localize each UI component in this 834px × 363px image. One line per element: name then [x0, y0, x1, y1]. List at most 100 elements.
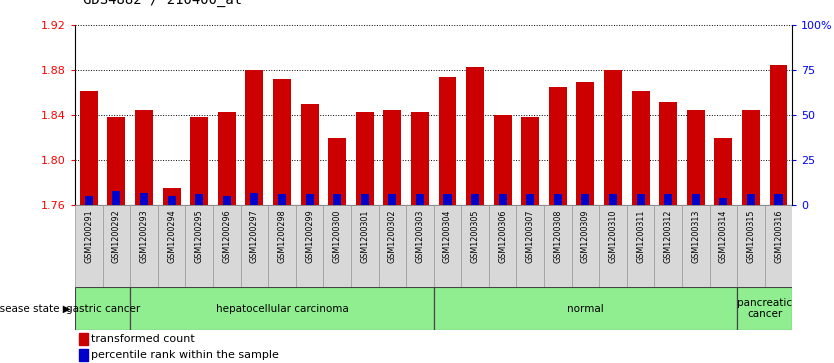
Bar — [140, 192, 148, 205]
Bar — [158, 205, 185, 287]
Text: GSM1200298: GSM1200298 — [278, 209, 286, 263]
Text: transformed count: transformed count — [91, 334, 195, 344]
Text: GSM1200308: GSM1200308 — [553, 209, 562, 262]
Text: hepatocellular carcinoma: hepatocellular carcinoma — [215, 303, 349, 314]
Bar — [333, 194, 341, 205]
Text: GSM1200302: GSM1200302 — [388, 209, 397, 263]
Bar — [195, 194, 203, 205]
Bar — [80, 90, 98, 205]
Bar — [719, 198, 727, 205]
Text: GSM1200296: GSM1200296 — [223, 209, 231, 263]
Bar — [305, 194, 314, 205]
Text: GSM1200304: GSM1200304 — [443, 209, 452, 262]
Bar — [324, 205, 351, 287]
Text: GSM1200306: GSM1200306 — [498, 209, 507, 262]
Text: disease state ▶: disease state ▶ — [0, 303, 71, 314]
Bar — [379, 205, 406, 287]
Bar — [411, 112, 429, 205]
Text: GSM1200316: GSM1200316 — [774, 209, 783, 262]
Bar — [686, 110, 705, 205]
Bar — [250, 192, 259, 205]
Bar — [710, 205, 737, 287]
Text: GSM1200291: GSM1200291 — [84, 209, 93, 263]
Text: GSM1200307: GSM1200307 — [525, 209, 535, 263]
Bar — [103, 205, 130, 287]
Bar — [516, 205, 544, 287]
Bar — [691, 194, 700, 205]
Bar — [715, 138, 732, 205]
Bar — [389, 194, 396, 205]
Bar — [494, 115, 511, 205]
Text: GSM1200313: GSM1200313 — [691, 209, 701, 262]
Bar — [461, 205, 489, 287]
Bar — [135, 110, 153, 205]
Text: GSM1200293: GSM1200293 — [139, 209, 148, 263]
Bar — [444, 194, 451, 205]
Bar — [278, 194, 286, 205]
Bar — [351, 205, 379, 287]
Bar — [75, 205, 103, 287]
Text: GSM1200311: GSM1200311 — [636, 209, 645, 262]
Text: GSM1200292: GSM1200292 — [112, 209, 121, 263]
Bar — [655, 205, 682, 287]
Text: GSM1200303: GSM1200303 — [415, 209, 425, 262]
Text: GSM1200315: GSM1200315 — [746, 209, 756, 263]
Bar — [554, 194, 562, 205]
Bar — [223, 196, 231, 205]
Bar — [168, 196, 176, 205]
Bar — [328, 138, 346, 205]
Bar — [113, 191, 120, 205]
Text: GSM1200305: GSM1200305 — [470, 209, 480, 263]
Bar — [190, 118, 208, 205]
Text: GSM1200294: GSM1200294 — [167, 209, 176, 263]
Bar — [737, 287, 792, 330]
Text: GSM1200301: GSM1200301 — [360, 209, 369, 262]
Bar — [627, 205, 655, 287]
Text: gastric cancer: gastric cancer — [66, 303, 140, 314]
Text: GSM1200314: GSM1200314 — [719, 209, 728, 262]
Bar — [471, 194, 479, 205]
Bar — [78, 333, 88, 345]
Bar — [466, 67, 484, 205]
Bar — [185, 205, 213, 287]
Bar — [434, 287, 737, 330]
Bar — [85, 196, 93, 205]
Bar — [581, 194, 590, 205]
Bar — [659, 102, 677, 205]
Bar — [108, 118, 125, 205]
Text: GSM1200300: GSM1200300 — [333, 209, 342, 262]
Bar — [439, 77, 456, 205]
Bar — [682, 205, 710, 287]
Text: GSM1200297: GSM1200297 — [250, 209, 259, 263]
Bar — [604, 70, 622, 205]
Bar — [213, 205, 240, 287]
Bar — [218, 112, 236, 205]
Bar — [78, 349, 88, 362]
Bar — [576, 82, 595, 205]
Bar — [273, 79, 291, 205]
Bar — [130, 205, 158, 287]
Bar — [416, 194, 424, 205]
Bar — [130, 287, 434, 330]
Bar — [406, 205, 434, 287]
Bar — [499, 194, 507, 205]
Text: GDS4882 / 210400_at: GDS4882 / 210400_at — [83, 0, 243, 7]
Bar — [296, 205, 324, 287]
Bar — [737, 205, 765, 287]
Bar — [489, 205, 516, 287]
Text: GSM1200309: GSM1200309 — [581, 209, 590, 263]
Bar — [775, 194, 782, 205]
Bar — [356, 112, 374, 205]
Bar — [571, 205, 599, 287]
Bar — [770, 65, 787, 205]
Text: percentile rank within the sample: percentile rank within the sample — [91, 350, 279, 360]
Bar — [609, 194, 617, 205]
Bar — [300, 104, 319, 205]
Text: GSM1200310: GSM1200310 — [609, 209, 617, 262]
Bar — [636, 194, 645, 205]
Bar — [360, 194, 369, 205]
Bar — [163, 188, 181, 205]
Bar — [521, 118, 540, 205]
Text: GSM1200299: GSM1200299 — [305, 209, 314, 263]
Bar — [434, 205, 461, 287]
